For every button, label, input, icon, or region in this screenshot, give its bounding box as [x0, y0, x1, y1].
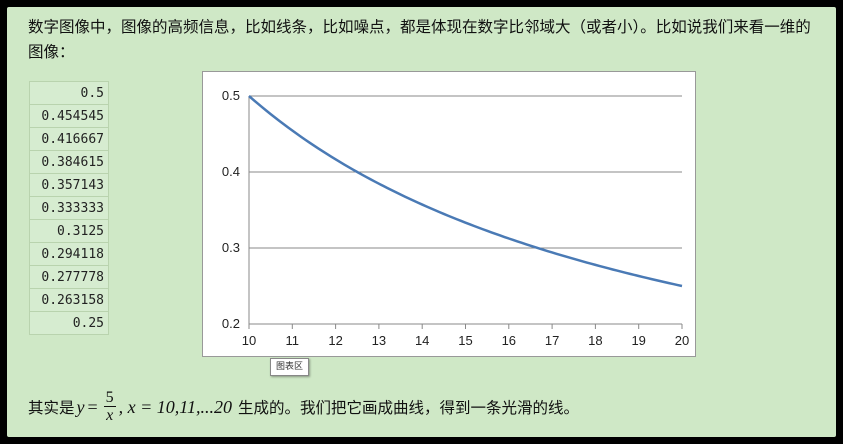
formula-y: y [76, 396, 85, 417]
table-cell: 0.384615 [29, 150, 109, 174]
formula-denominator: x [106, 407, 114, 424]
x-tick-label: 18 [588, 333, 602, 348]
table-row: 0.384615 [29, 150, 109, 174]
series-line [248, 95, 683, 288]
table-cell: 0.263158 [29, 288, 109, 312]
table-cell: 0.25 [29, 311, 109, 335]
y-tick-label: 0.4 [222, 164, 240, 179]
x-tick-label: 20 [675, 333, 689, 348]
table-cell: 0.333333 [29, 196, 109, 220]
formula-prefix: 其实是 [28, 399, 75, 417]
table-cell: 0.357143 [29, 173, 109, 197]
x-tick-label: 16 [502, 333, 516, 348]
formula-numerator: 5 [103, 389, 116, 407]
table-cell: 0.5 [29, 81, 109, 105]
y-tick-label: 0.2 [222, 316, 240, 331]
x-tick-label: 11 [286, 333, 300, 348]
y-tick-label: 0.3 [222, 240, 240, 255]
table-row: 0.454545 [29, 104, 109, 128]
x-tick-label: 10 [242, 333, 256, 348]
table-row: 0.25 [29, 311, 109, 335]
table-row: 0.294118 [29, 242, 109, 266]
x-tick-label: 13 [372, 333, 386, 348]
table-row: 0.263158 [29, 288, 109, 312]
chart-area[interactable]: 0.5 0.4 0.3 0.2 10 11 12 13 14 15 16 17 18 19 20 [202, 71, 696, 357]
table-row: 0.277778 [29, 265, 109, 289]
table-row: 0.333333 [29, 196, 109, 220]
intro-paragraph: 数字图像中，图像的高频信息，比如线条，比如噪点，都是体现在数字比邻域大（或者小）… [28, 18, 811, 61]
x-tick-label: 14 [415, 333, 429, 348]
document-page: 数字图像中，图像的高频信息，比如线条，比如噪点，都是体现在数字比邻域大（或者小）… [7, 7, 836, 437]
y-tick-label: 0.5 [222, 88, 240, 103]
chart-area-tooltip: 图表区 [270, 358, 310, 376]
formula-equals: = [87, 396, 98, 417]
table-cell: 0.416667 [29, 127, 109, 151]
value-table: 0.5 0.454545 0.416667 0.384615 0.357143 0.333… [29, 81, 109, 335]
formula-sentence: 其实是 y = 5 x , x = 10,11,...20 生成的。我们把它画成… [28, 385, 579, 429]
table-row: 0.5 [29, 81, 109, 105]
table-cell: 0.454545 [29, 104, 109, 128]
table-row: 0.3125 [29, 219, 109, 243]
table-row: 0.416667 [29, 127, 109, 151]
table-cell: 0.294118 [29, 242, 109, 266]
x-tick-label: 15 [458, 333, 472, 348]
x-tick-label: 19 [631, 333, 645, 348]
formula-x-range: , x = 10,11,...20 [118, 396, 232, 417]
table-row: 0.357143 [29, 173, 109, 197]
formula-suffix: 生成的。我们把它画成曲线，得到一条光滑的线。 [237, 399, 579, 417]
formula-math: y = 5 x , x = 10,11,...20 [77, 389, 232, 425]
x-tick-label: 12 [328, 333, 342, 348]
table-cell: 0.3125 [29, 219, 109, 243]
table-cell: 0.277778 [29, 265, 109, 289]
line-chart: 0.5 0.4 0.3 0.210 11 12 13 14 15 16 17 18 19 20 [222, 88, 689, 348]
x-tick-label: 17 [545, 333, 559, 348]
formula-fraction: 5 x [103, 389, 116, 425]
